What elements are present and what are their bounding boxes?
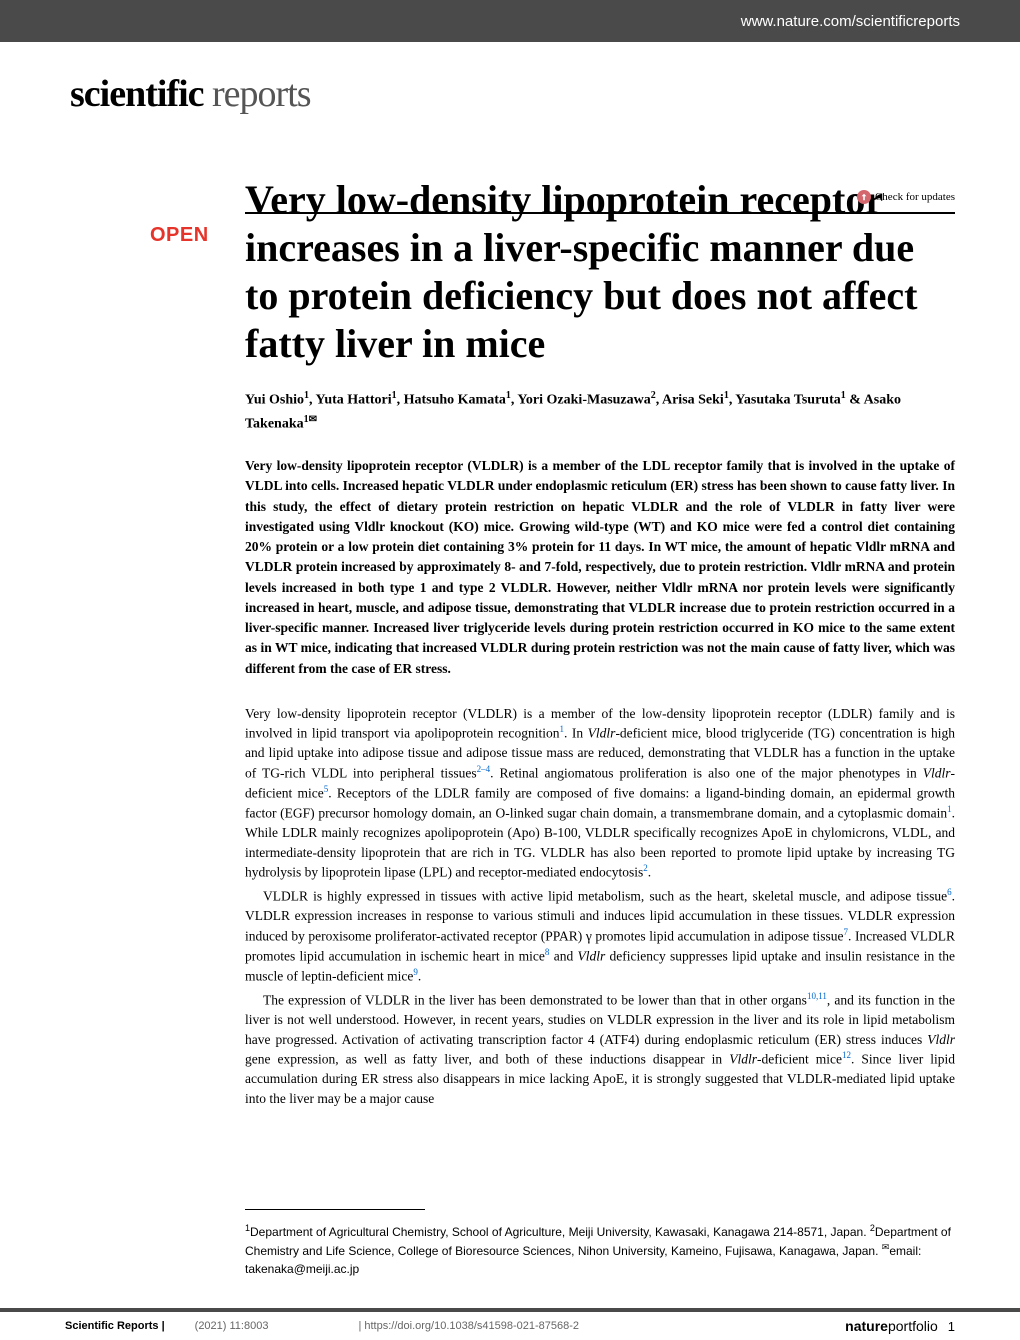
nature-bold: nature bbox=[845, 1318, 888, 1334]
article-title: Very low-density lipoprotein receptor in… bbox=[245, 176, 955, 368]
nature-light: portfolio bbox=[888, 1318, 938, 1334]
journal-name-bold: scientific bbox=[70, 73, 204, 115]
page-number: 1 bbox=[948, 1319, 955, 1334]
nature-logo: natureportfolio bbox=[845, 1318, 938, 1334]
body-paragraph-2: VLDLR is highly expressed in tissues wit… bbox=[245, 886, 955, 986]
title-divider bbox=[245, 212, 955, 214]
footer-right: natureportfolio 1 bbox=[845, 1318, 955, 1334]
abstract: Very low-density lipoprotein receptor (V… bbox=[245, 456, 955, 679]
journal-logo: scientific reports bbox=[70, 72, 1020, 116]
article-content: Very low-density lipoprotein receptor in… bbox=[245, 176, 955, 1109]
footer-journal: Scientific Reports | bbox=[65, 1320, 165, 1332]
check-updates-icon bbox=[857, 190, 871, 204]
affiliations: 1Department of Agricultural Chemistry, S… bbox=[245, 1222, 955, 1278]
footer-doi[interactable]: | https://doi.org/10.1038/s41598-021-875… bbox=[358, 1320, 579, 1332]
check-updates-link[interactable]: Check for updates bbox=[857, 190, 955, 204]
journal-name-light: reports bbox=[204, 73, 311, 115]
body-paragraph-3: The expression of VLDLR in the liver has… bbox=[245, 990, 955, 1108]
check-updates-label: Check for updates bbox=[875, 191, 955, 203]
open-access-badge: OPEN bbox=[150, 222, 209, 249]
header-bar: www.nature.com/scientificreports bbox=[0, 0, 1020, 42]
footer-citation: (2021) 11:8003 bbox=[195, 1320, 269, 1332]
affiliations-divider bbox=[245, 1209, 425, 1210]
body-paragraph-1: Very low-density lipoprotein receptor (V… bbox=[245, 704, 955, 883]
header-url[interactable]: www.nature.com/scientificreports bbox=[741, 13, 960, 30]
authors-list: Yui Oshio1, Yuta Hattori1, Hatsuho Kamat… bbox=[245, 388, 955, 436]
footer-left: Scientific Reports | (2021) 11:8003 | ht… bbox=[65, 1320, 579, 1332]
footer: Scientific Reports | (2021) 11:8003 | ht… bbox=[0, 1308, 1020, 1340]
